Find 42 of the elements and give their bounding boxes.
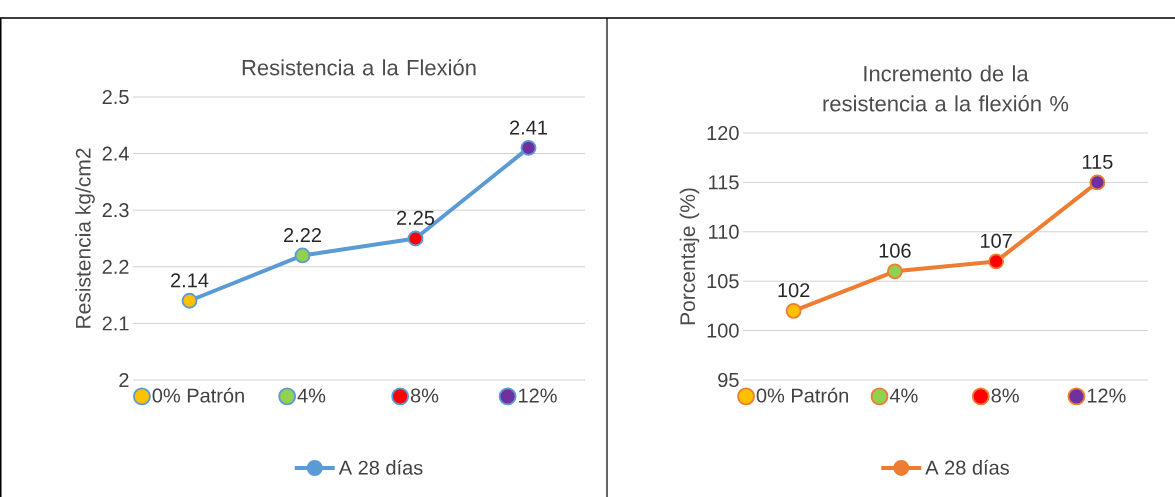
x-tick-label: 0% Patrón xyxy=(152,387,244,403)
point xyxy=(294,247,311,264)
y-axis-title: Resistencia kg/cm2 xyxy=(75,148,95,328)
chart-title: Incremento de la resistencia a la flexión % xyxy=(823,65,1069,112)
data-label: 2.41 xyxy=(510,120,547,135)
y-tick-label: 115 xyxy=(709,175,739,190)
y-tick-label: 120 xyxy=(707,125,739,141)
x-tick-label: 4% xyxy=(297,388,326,403)
point xyxy=(1089,174,1106,191)
data-label: 107 xyxy=(980,233,1012,248)
y-tick-label: 100 xyxy=(707,323,739,338)
x-tick-label: 8% xyxy=(410,388,439,403)
point xyxy=(181,292,198,309)
y-tick-label: 2.2 xyxy=(102,259,129,274)
point xyxy=(988,253,1005,270)
legend-label: A 28 días xyxy=(925,459,1009,475)
legend-label: A 28 días xyxy=(338,459,423,475)
y-tick-label: 95 xyxy=(718,372,739,388)
chart-title: Resistencia a la Flexión xyxy=(242,59,476,76)
y-axis-title: Porcentaje (%) xyxy=(679,188,700,325)
point xyxy=(886,263,903,280)
y-tick-label: 2.1 xyxy=(102,316,129,331)
y-tick-label: 2.5 xyxy=(102,89,129,105)
x-tick-label: 12% xyxy=(1087,388,1126,403)
data-label: 115 xyxy=(1082,154,1113,169)
data-label: 2.22 xyxy=(284,227,321,242)
x-tick-label: 8% xyxy=(991,388,1019,403)
y-tick-label: 110 xyxy=(709,224,739,239)
y-tick-label: 2.3 xyxy=(102,203,129,218)
x-tick-label: 0% Patrón xyxy=(756,387,848,403)
y-tick-label: 2 xyxy=(119,373,129,387)
y-tick-label: 2.4 xyxy=(102,146,129,161)
x-tick-label: 12% xyxy=(519,388,557,403)
point xyxy=(785,302,802,319)
data-label: 2.25 xyxy=(397,210,435,225)
data-label: 106 xyxy=(879,243,911,258)
data-label: 102 xyxy=(778,283,810,298)
y-tick-label: 105 xyxy=(707,274,739,289)
data-label: 2.14 xyxy=(171,273,209,288)
point xyxy=(520,140,537,156)
x-tick-label: 4% xyxy=(889,388,918,403)
point xyxy=(407,230,424,247)
